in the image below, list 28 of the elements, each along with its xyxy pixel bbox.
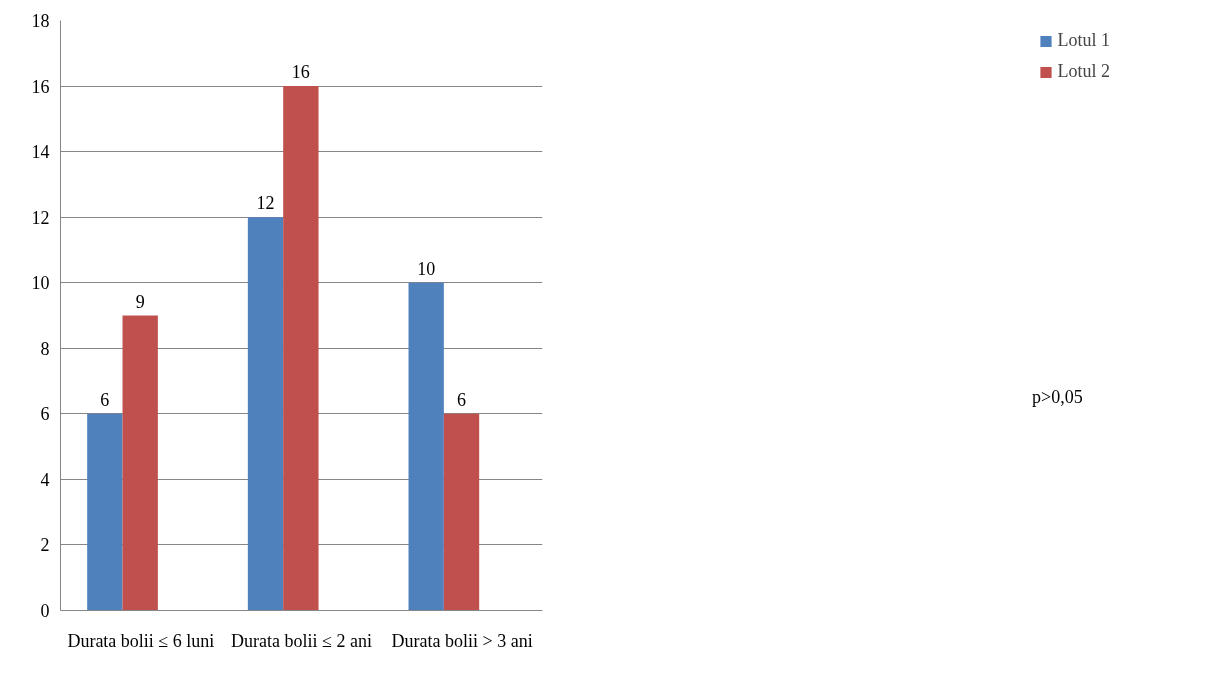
bar [247, 217, 284, 611]
y-tick-label: 14 [31, 142, 50, 163]
bar [122, 315, 158, 611]
y-tick-label: 12 [31, 207, 50, 228]
y-tick-label: 18 [31, 11, 50, 31]
legend-label: Lotul 1 [1057, 30, 1110, 51]
legend-label: Lotul 2 [1057, 61, 1110, 82]
y-tick-label: 16 [31, 76, 50, 97]
data-label: 10 [417, 258, 436, 279]
bar [283, 86, 319, 611]
x-tick-label: Durata bolii ≤ 6 luni [67, 630, 215, 651]
bar [408, 282, 444, 611]
y-tick-label: 8 [40, 338, 50, 359]
bar [87, 413, 123, 611]
x-tick-label: Durata bolii ≤ 2 ani [231, 630, 372, 651]
data-label: 9 [135, 291, 145, 312]
data-label: 6 [457, 389, 467, 410]
y-tick-label: 2 [40, 535, 50, 556]
text: p>0,05 [1032, 386, 1083, 409]
y-tick-label: 6 [40, 404, 50, 425]
bar [443, 413, 480, 611]
data-label: 12 [256, 193, 275, 214]
data-label: 16 [291, 62, 310, 83]
data-label: 6 [100, 389, 110, 410]
y-tick-label: 10 [31, 273, 50, 294]
y-tick-label: 0 [40, 601, 50, 621]
x-tick-label: Durata bolii > 3 ani [391, 630, 533, 651]
y-tick-label: 4 [40, 469, 50, 490]
